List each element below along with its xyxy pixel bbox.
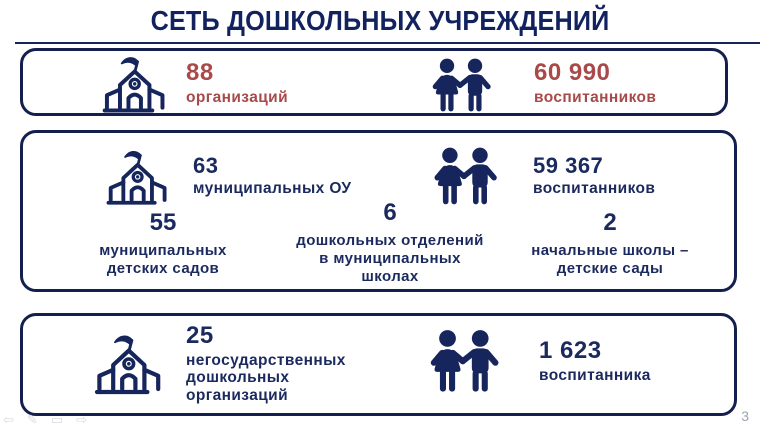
municipal-ou-stat: 63 муниципальных ОУ bbox=[193, 153, 351, 198]
municipal-pupils-value: 59 367 bbox=[533, 153, 604, 178]
kindergartens-label: муниципальных детских садов bbox=[99, 241, 227, 277]
preschool-departments-label: дошкольных отделений в муниципальных шко… bbox=[296, 231, 484, 285]
preschool-departments-value: 6 bbox=[383, 199, 397, 226]
toolbar-pen-icon[interactable]: ✎ bbox=[26, 412, 38, 427]
toolbar-rect-icon[interactable]: ▭ bbox=[50, 412, 64, 427]
pupils-total-value: 60 990 bbox=[534, 59, 611, 86]
primary-school-kindergartens-substat: 2 начальные школы – детские сады bbox=[505, 209, 715, 278]
pupils-total-stat: 60 990 воспитанников bbox=[534, 59, 656, 106]
municipal-pupils-stat: 59 367 воспитанников bbox=[533, 153, 655, 198]
summary-card: 88 организаций 60 990 воспитанников bbox=[20, 48, 728, 116]
organizations-total-value: 88 bbox=[186, 59, 214, 86]
municipal-ou-value: 63 bbox=[193, 153, 219, 178]
ghost-toolbar: ⇦ ✎ ▭ ⇨ bbox=[3, 413, 87, 426]
school-building-icon bbox=[91, 331, 163, 399]
title-underline bbox=[15, 42, 760, 44]
toolbar-arrow-right-icon[interactable]: ⇨ bbox=[76, 412, 88, 427]
private-pupils-label: воспитанника bbox=[539, 366, 651, 384]
pupils-total-label: воспитанников bbox=[534, 88, 657, 106]
primary-school-kindergartens-value: 2 bbox=[603, 209, 617, 236]
organizations-total-stat: 88 организаций bbox=[186, 59, 288, 106]
preschool-departments-substat: 6 дошкольных отделений в муниципальных ш… bbox=[275, 199, 505, 286]
primary-school-kindergartens-label: начальные школы – детские сады bbox=[531, 241, 689, 277]
page-number: 3 bbox=[741, 408, 749, 424]
private-organizations-value: 25 bbox=[186, 322, 214, 349]
organizations-total-label: организаций bbox=[186, 88, 289, 106]
municipal-pupils-label: воспитанников bbox=[533, 180, 656, 198]
school-building-icon bbox=[103, 146, 169, 210]
kindergartens-value: 55 bbox=[149, 209, 177, 236]
toolbar-arrow-left-icon[interactable]: ⇦ bbox=[3, 412, 14, 427]
school-building-icon bbox=[99, 55, 167, 115]
private-pupils-stat: 1 623 воспитанника bbox=[539, 337, 651, 384]
private-organizations-label: негосударственных дошкольных организаций bbox=[186, 351, 346, 405]
children-icon bbox=[427, 58, 497, 114]
page-title: СЕТЬ ДОШКОЛЬНЫХ УЧРЕЖДЕНИЙ bbox=[150, 5, 610, 36]
private-card: 25 негосударственных дошкольных организа… bbox=[20, 313, 737, 416]
municipal-card: 63 муниципальных ОУ 59 367 воспитанников… bbox=[20, 130, 737, 292]
children-icon bbox=[427, 329, 503, 395]
kindergartens-substat: 55 муниципальных детских садов bbox=[63, 209, 263, 278]
private-organizations-stat: 25 негосударственных дошкольных организа… bbox=[186, 322, 346, 405]
municipal-ou-label: муниципальных ОУ bbox=[193, 180, 352, 198]
private-pupils-value: 1 623 bbox=[539, 337, 602, 364]
